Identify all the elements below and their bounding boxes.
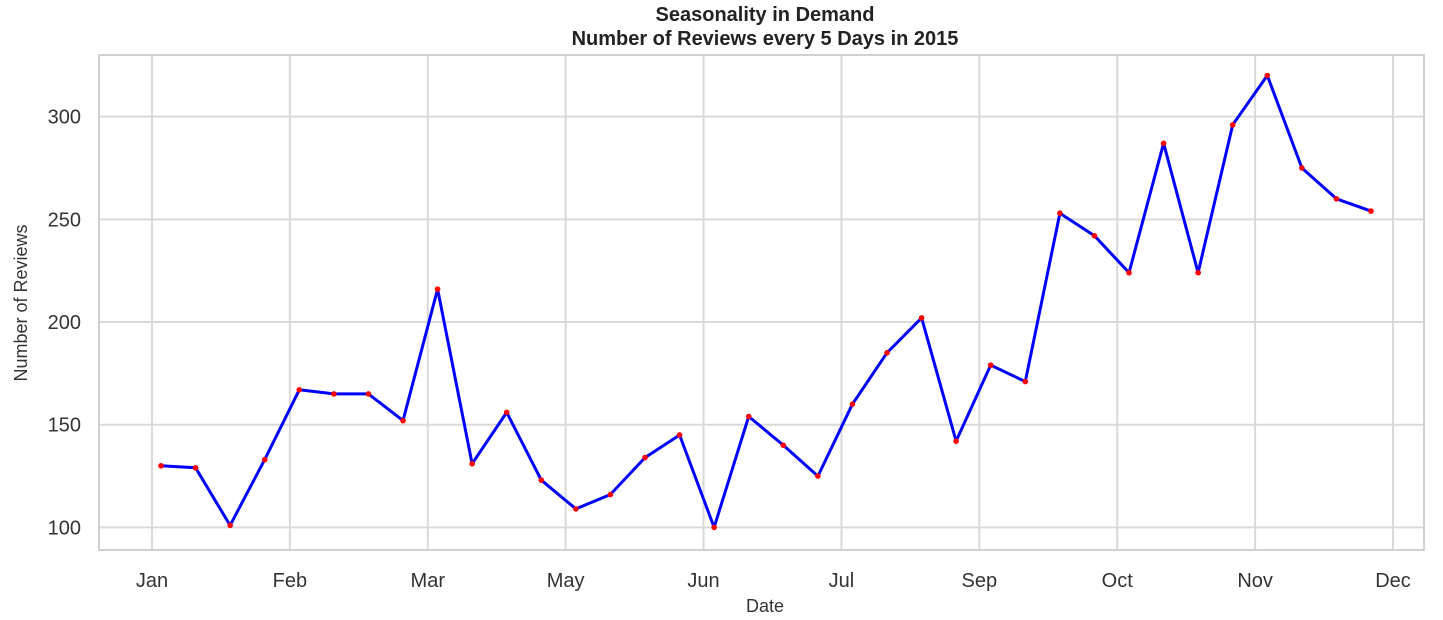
data-point bbox=[745, 413, 752, 420]
y-tick-label: 300 bbox=[48, 107, 81, 129]
y-tick-labels: 100 150 200 250 300 bbox=[48, 107, 81, 540]
x-axis-label: Date bbox=[746, 596, 784, 616]
data-point bbox=[1229, 122, 1236, 128]
grid bbox=[99, 55, 1424, 550]
data-point bbox=[573, 506, 579, 512]
x-tick-label: Jan bbox=[136, 570, 168, 592]
x-tick-label: May bbox=[547, 570, 585, 592]
y-tick-label: 100 bbox=[48, 517, 81, 539]
data-point bbox=[261, 456, 268, 463]
data-point bbox=[987, 362, 994, 368]
x-tick-label: Oct bbox=[1102, 570, 1134, 592]
data-point bbox=[1091, 232, 1098, 239]
data-point bbox=[849, 401, 856, 407]
data-point bbox=[607, 491, 614, 498]
data-point bbox=[434, 286, 441, 292]
data-point bbox=[331, 391, 337, 397]
data-point bbox=[538, 477, 545, 483]
data-point bbox=[469, 460, 475, 467]
x-tick-label: Jul bbox=[829, 570, 855, 592]
data-point bbox=[918, 315, 925, 321]
data-point bbox=[296, 386, 303, 393]
data-point bbox=[1057, 210, 1063, 216]
y-tick-label: 250 bbox=[48, 209, 81, 231]
data-point bbox=[365, 391, 372, 397]
data-point bbox=[503, 409, 510, 416]
data-point bbox=[1264, 72, 1271, 79]
chart-title: Seasonality in Demand bbox=[656, 4, 875, 26]
data-point bbox=[400, 417, 406, 424]
x-tick-label: Feb bbox=[273, 570, 307, 592]
data-point bbox=[158, 462, 164, 469]
plot-frame bbox=[98, 54, 1425, 551]
data-point bbox=[192, 465, 199, 471]
data-point bbox=[1022, 378, 1029, 385]
x-tick-labels: Jan Feb Mar May Jun Jul Sep Oct Nov Dec bbox=[136, 570, 1411, 592]
data-point bbox=[1299, 165, 1305, 171]
data-point bbox=[1160, 140, 1167, 147]
chart-subtitle: Number of Reviews every 5 Days in 2015 bbox=[572, 28, 959, 50]
data-point bbox=[1333, 195, 1340, 202]
series-line bbox=[160, 74, 1372, 529]
x-tick-label: Nov bbox=[1237, 570, 1273, 592]
data-point bbox=[1368, 208, 1374, 214]
data-point bbox=[780, 442, 787, 449]
data-point bbox=[815, 473, 821, 479]
x-tick-label: Jun bbox=[687, 570, 719, 592]
data-point bbox=[1195, 269, 1201, 276]
data-point bbox=[676, 432, 683, 438]
data-point bbox=[884, 350, 890, 356]
data-point bbox=[711, 524, 717, 531]
x-tick-label: Sep bbox=[962, 570, 998, 592]
data-point bbox=[642, 454, 648, 461]
x-tick-label: Dec bbox=[1375, 570, 1411, 592]
data-point bbox=[953, 438, 959, 444]
y-tick-label: 200 bbox=[48, 312, 81, 334]
series-layer bbox=[158, 72, 1374, 531]
y-tick-label: 150 bbox=[48, 415, 81, 437]
x-tick-label: Mar bbox=[411, 570, 446, 592]
y-axis-label: Number of Reviews bbox=[11, 224, 31, 381]
data-point bbox=[1126, 269, 1132, 276]
data-point bbox=[227, 522, 233, 529]
